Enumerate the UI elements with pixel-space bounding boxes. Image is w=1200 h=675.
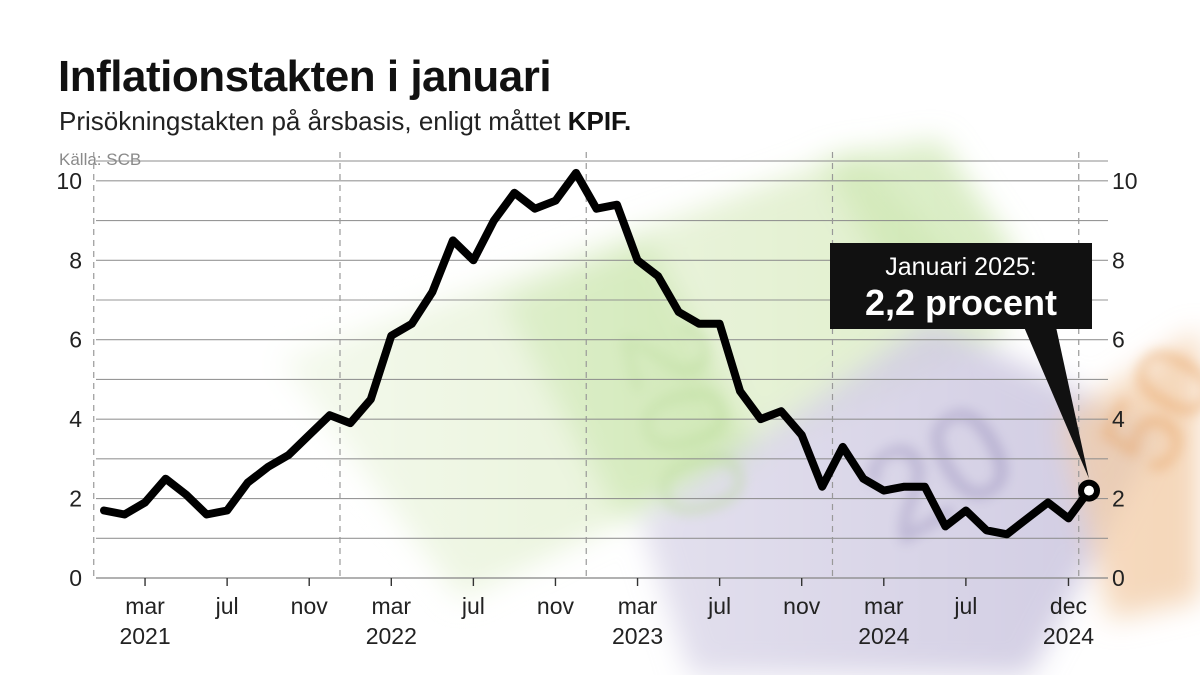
x-year-label: 2023 xyxy=(612,623,663,649)
y-tick-label-right: 8 xyxy=(1112,247,1125,273)
callout-pointer xyxy=(1024,327,1089,479)
series-line xyxy=(100,168,1093,539)
subtitle-text: Prisökningstakten på årsbasis, enligt må… xyxy=(59,106,568,136)
highlight-marker-center xyxy=(1084,485,1094,496)
x-tick-label: jul xyxy=(707,593,731,619)
y-tick-label-right: 10 xyxy=(1112,168,1138,194)
x-tick-label: nov xyxy=(291,593,329,619)
y-tick-label-left: 8 xyxy=(69,247,82,273)
x-axis: mar 2021 jul nov mar 2022 jul nov mar 2023 jul nov m… xyxy=(119,578,1094,649)
y-axis-left: 0 2 4 6 8 10 xyxy=(56,168,82,591)
x-tick-label: nov xyxy=(537,593,575,619)
x-year-label: 2024 xyxy=(1043,623,1094,649)
x-year-label: 2022 xyxy=(366,623,417,649)
y-tick-label-left: 10 xyxy=(56,168,82,194)
x-tick-label: jul xyxy=(215,593,239,619)
x-tick-label: jul xyxy=(461,593,485,619)
callout: Januari 2025: 2,2 procent xyxy=(830,243,1092,479)
y-tick-label-right: 0 xyxy=(1112,565,1125,591)
x-tick-label: dec xyxy=(1050,593,1087,619)
x-tick-label: mar xyxy=(618,593,658,619)
y-tick-label-left: 0 xyxy=(69,565,82,591)
x-tick-label: mar xyxy=(371,593,411,619)
x-year-label: 2024 xyxy=(858,623,909,649)
x-tick-label: mar xyxy=(864,593,904,619)
subtitle-emphasis: KPIF. xyxy=(567,106,632,136)
callout-line1: Januari 2025: xyxy=(885,253,1037,281)
grid xyxy=(93,152,1108,579)
chart-title: Inflationstakten i januari xyxy=(58,52,552,101)
callout-line2: 2,2 procent xyxy=(865,282,1057,323)
y-tick-label-right: 6 xyxy=(1112,327,1125,353)
x-tick-label: nov xyxy=(783,593,821,619)
y-tick-label-left: 4 xyxy=(69,406,82,432)
x-year-label: 2021 xyxy=(119,623,170,649)
series-kpif xyxy=(100,168,1100,539)
y-tick-label-right: 4 xyxy=(1112,406,1125,432)
x-tick-label: jul xyxy=(953,593,977,619)
y-tick-label-right: 2 xyxy=(1112,486,1125,512)
y-axis-right: 0 2 4 6 8 10 xyxy=(1112,168,1138,591)
x-tick-label: mar xyxy=(125,593,165,619)
callout-box xyxy=(830,243,1092,329)
y-tick-label-left: 6 xyxy=(69,327,82,353)
y-tick-label-left: 2 xyxy=(69,486,82,512)
source-label: Källa: SCB xyxy=(59,150,142,169)
chart-subtitle: Prisökningstakten på årsbasis, enligt må… xyxy=(59,106,631,137)
